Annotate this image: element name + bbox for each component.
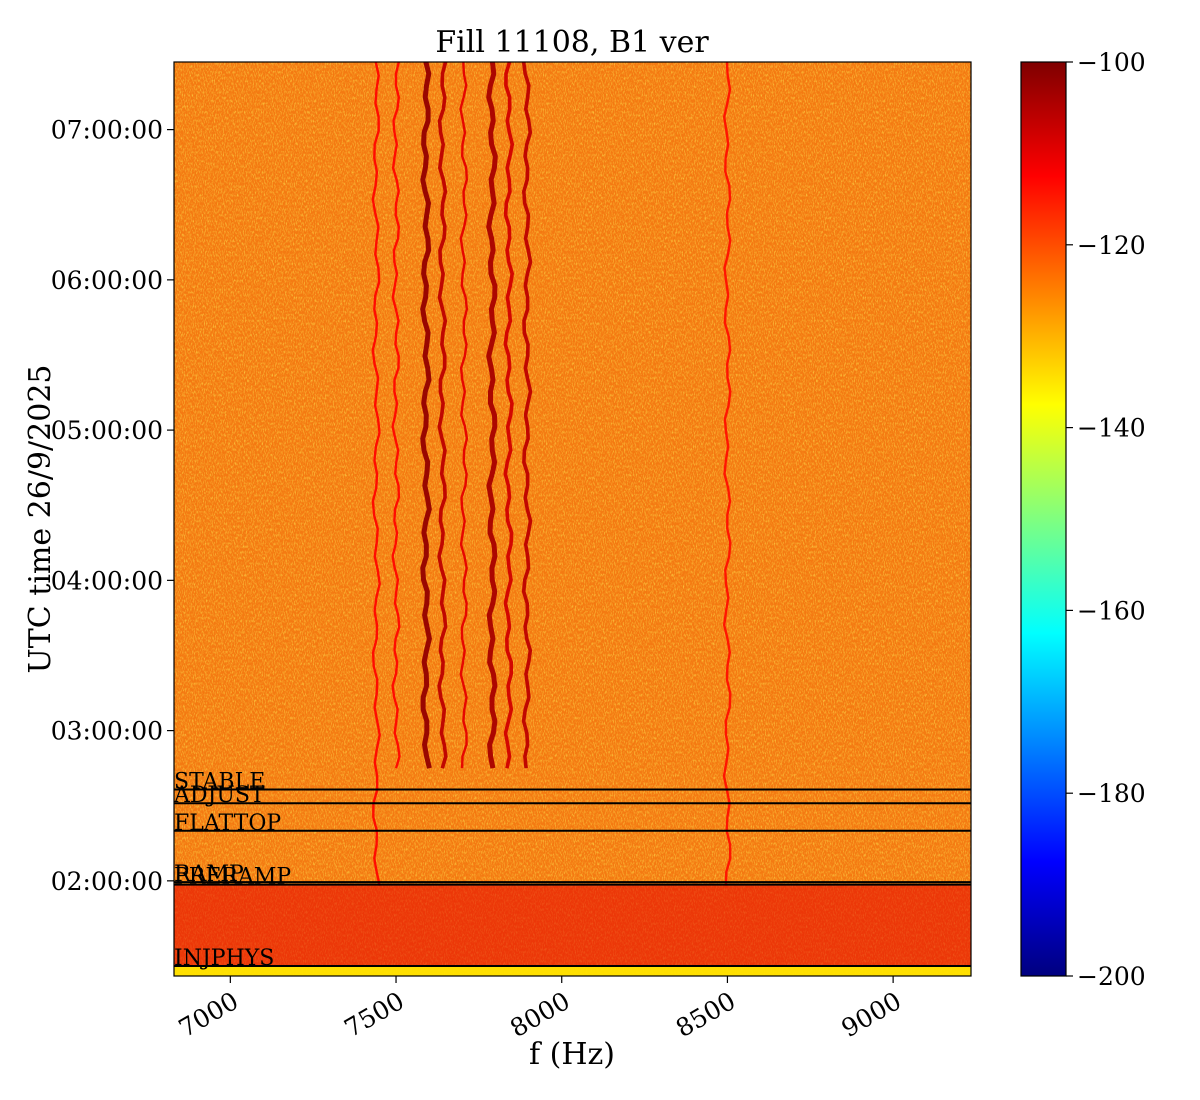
colorbar-tick-label: −160 [1077, 596, 1146, 625]
phase-label: INJPHYS [174, 946, 274, 971]
y-tick-label: 03:00:00 [51, 717, 163, 746]
phase-label: PRERAMP [174, 865, 291, 890]
phase-marker-lines [174, 788, 971, 967]
time-bands [174, 884, 971, 976]
y-tick-label: 06:00:00 [51, 266, 163, 295]
pre-ramp-band [174, 884, 971, 966]
colorbar-tick-label: −140 [1077, 414, 1146, 443]
spectral-line [459, 62, 469, 769]
x-tick-label: 8000 [505, 986, 575, 1043]
y-tick-label: 07:00:00 [51, 116, 163, 145]
y-tick-label: 02:00:00 [51, 867, 163, 896]
spectral-line [371, 62, 381, 887]
x-tick-label: 9000 [837, 986, 907, 1043]
x-axis-label: f (Hz) [529, 1037, 615, 1072]
spectral-line [391, 62, 401, 769]
spectrogram-noise-texture [174, 62, 971, 976]
y-axis-ticks: 02:00:00 03:00:00 04:00:00 05:00:00 06:00:00… [51, 116, 174, 896]
y-tick-label: 04:00:00 [51, 566, 163, 595]
phase-label: STABLE [174, 769, 265, 794]
colorbar [1020, 61, 1067, 977]
x-tick-label: 8500 [671, 986, 741, 1043]
chart-title: Fill 11108, B1 ver [435, 25, 709, 60]
spectral-line [503, 62, 515, 769]
spectrogram-plot-area [174, 62, 971, 976]
plot-frame [173, 61, 972, 977]
spectral-line [722, 62, 732, 886]
colorbar-tick-label: −180 [1077, 779, 1146, 808]
y-tick-label: 05:00:00 [51, 416, 163, 445]
x-tick-label: 7500 [339, 986, 409, 1043]
spectral-lines [371, 62, 732, 887]
colorbar-ticks: −100 −120 −140 −160 −180 −200 [1066, 48, 1146, 991]
spectral-line [521, 62, 533, 769]
x-tick-label: 7000 [174, 986, 244, 1043]
y-axis-label: UTC time 26/9/2025 [23, 365, 58, 674]
spectral-line [420, 62, 432, 769]
x-axis-ticks: 7000 7500 8000 8500 9000 [174, 976, 906, 1043]
colorbar-tick-label: −100 [1077, 48, 1146, 77]
injphys-band [174, 965, 971, 976]
phase-label: RAMP [174, 862, 244, 887]
spectral-line [486, 62, 498, 769]
colorbar-tick-label: −120 [1077, 231, 1146, 260]
phase-label: ADJUST [173, 783, 265, 808]
phase-label: FLATTOP [174, 811, 281, 836]
spectral-line [437, 62, 448, 769]
colorbar-tick-label: −200 [1077, 962, 1146, 991]
